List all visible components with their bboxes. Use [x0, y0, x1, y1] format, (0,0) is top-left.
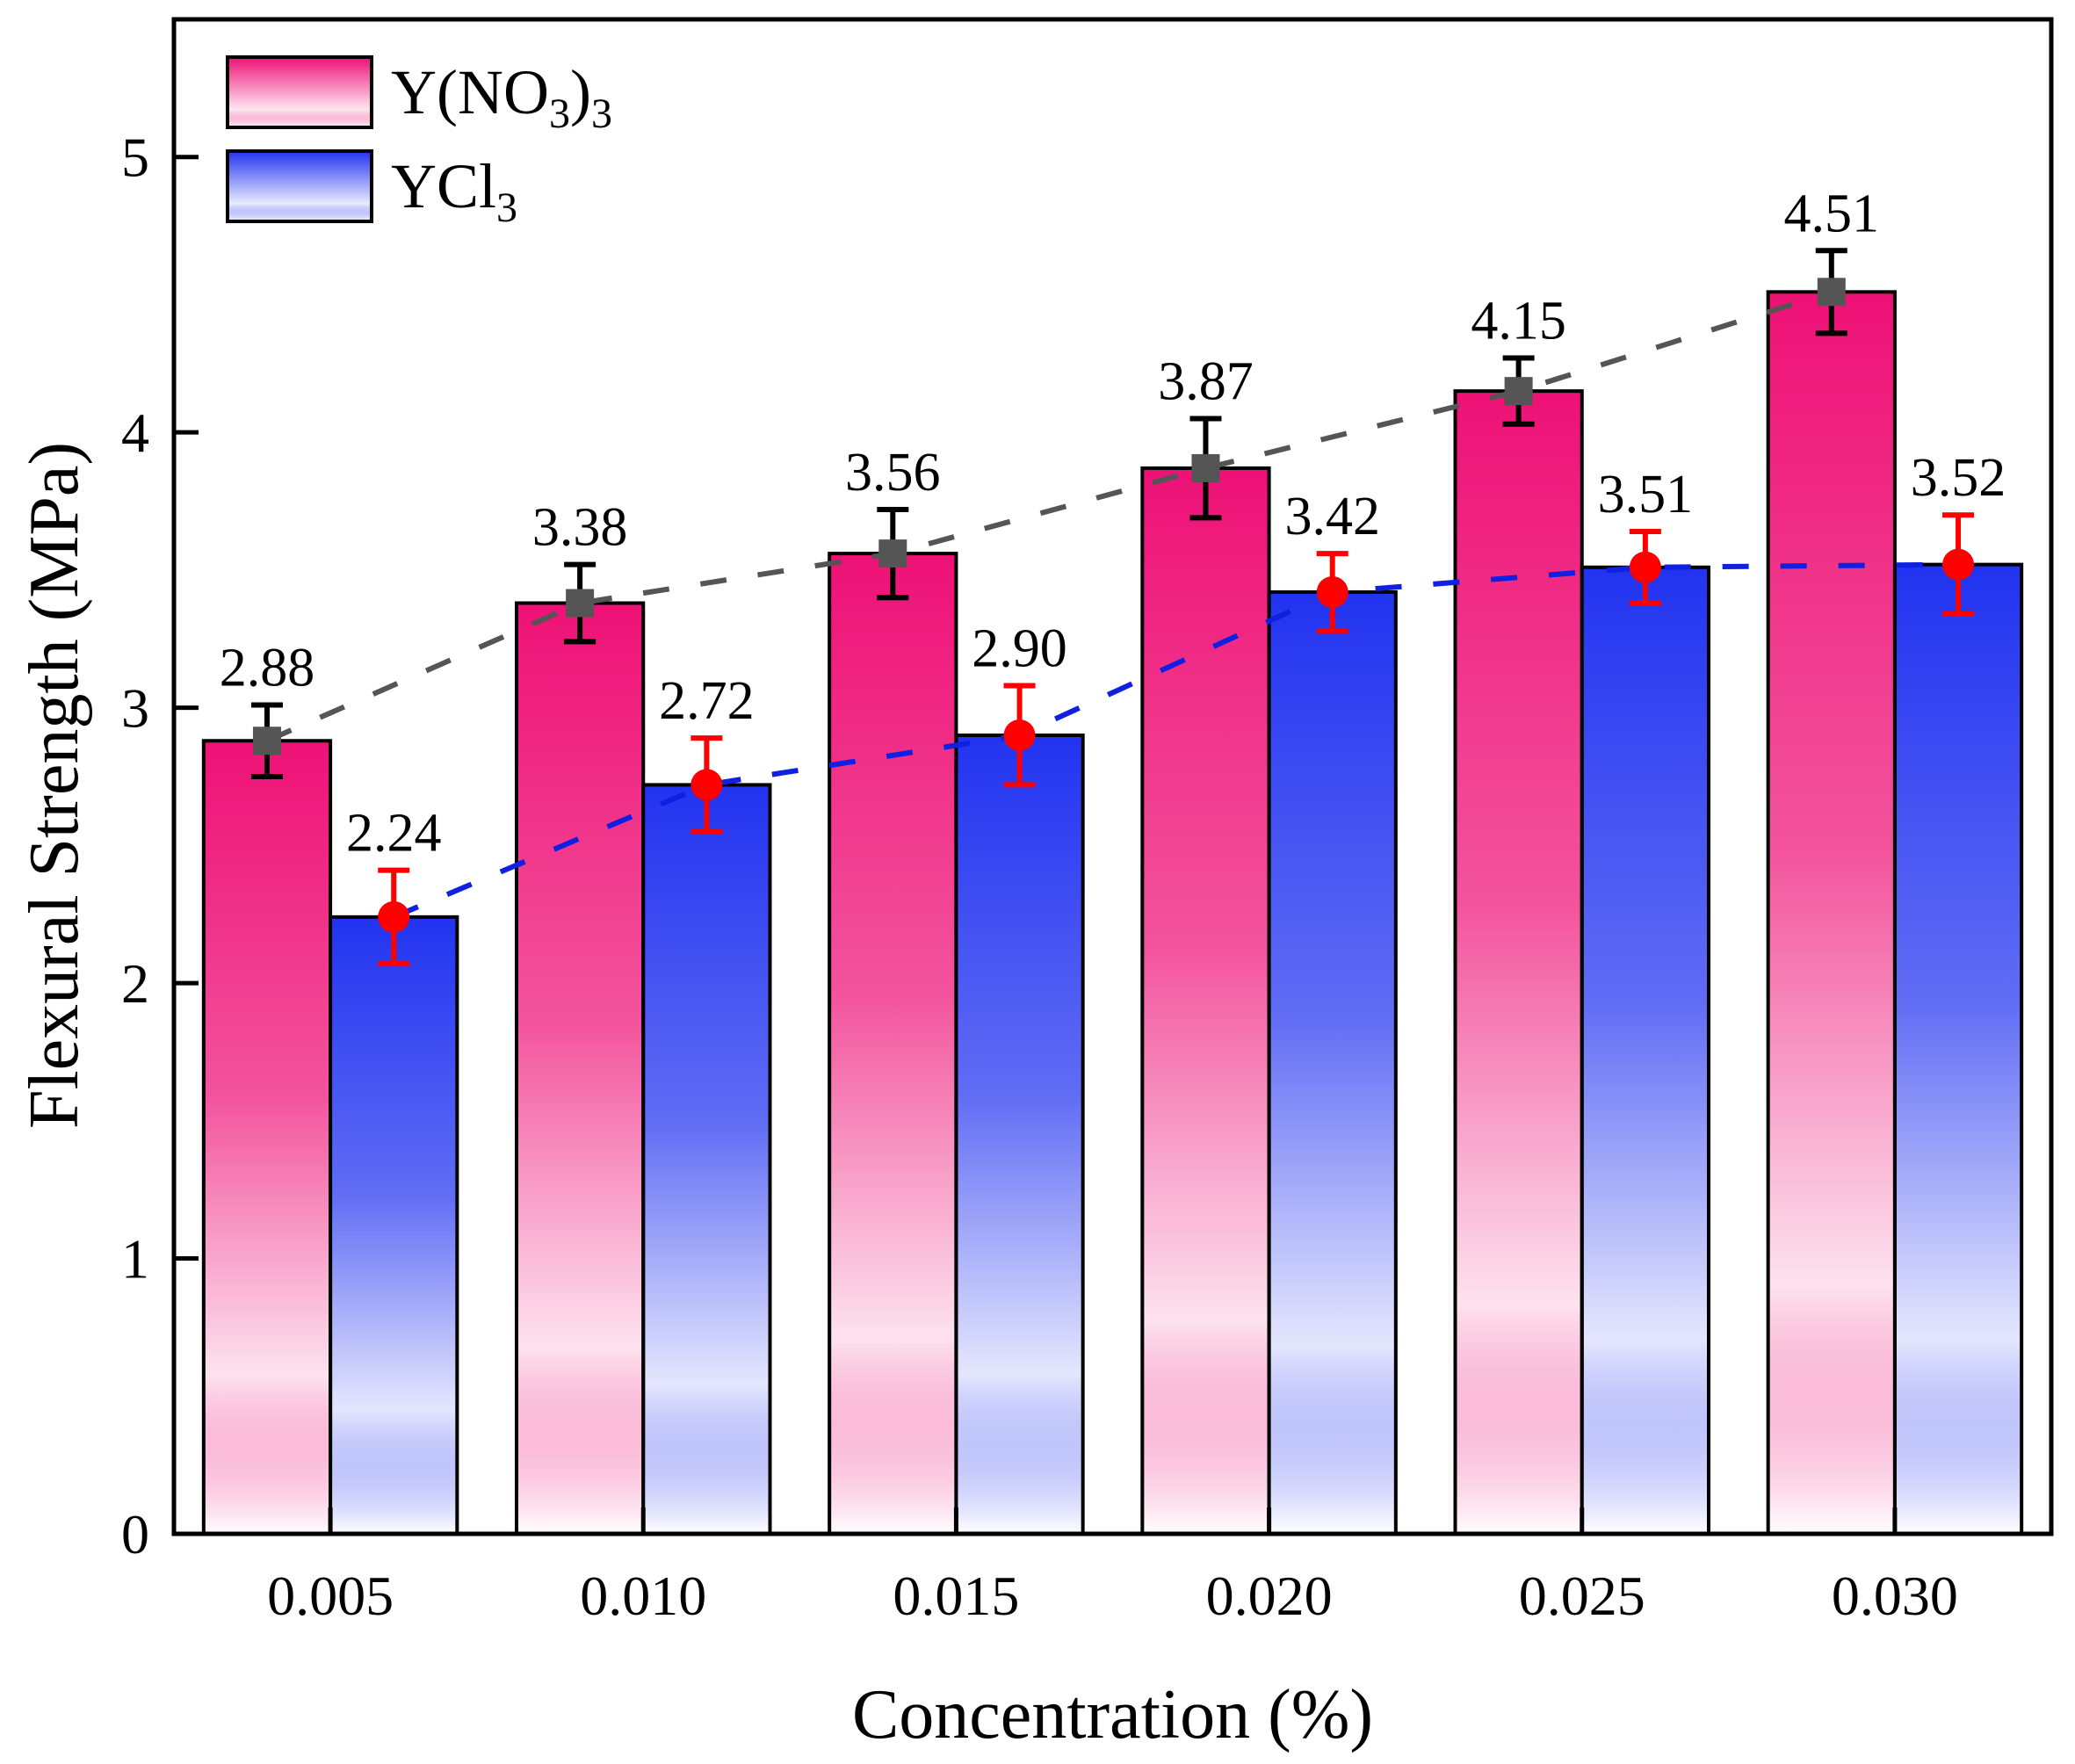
- data-label: 3.51: [1598, 465, 1694, 524]
- bars-layer: [201, 290, 2024, 1536]
- bar-ynitrate-0.020: [1140, 466, 1271, 1536]
- square-marker: [878, 539, 907, 568]
- bar-ycl3-0.030: [1892, 562, 2024, 1536]
- legend-item: Y(NO3)3: [226, 55, 612, 137]
- data-label: 2.24: [346, 804, 442, 864]
- y-axis: 0 1 2 3 4 5: [121, 127, 199, 1565]
- x-tick-label: 0.005: [267, 1565, 394, 1627]
- square-marker: [566, 589, 595, 618]
- square-marker: [252, 727, 281, 755]
- bar-ynitrate-0.025: [1453, 389, 1584, 1536]
- data-label: 3.56: [845, 443, 941, 502]
- x-tick-label: 0.015: [893, 1565, 1019, 1627]
- data-label: 3.42: [1284, 487, 1380, 546]
- trend-lines-layer: [265, 289, 1959, 920]
- bar-ycl3-0.025: [1580, 565, 1710, 1536]
- y-tick-label: 0: [121, 1503, 149, 1565]
- circle-marker: [1629, 551, 1661, 583]
- bar-ynitrate-0.015: [828, 552, 958, 1536]
- data-label: 3.38: [532, 498, 628, 558]
- bar-ynitrate-0.030: [1766, 290, 1897, 1536]
- x-tick-label: 0.020: [1206, 1565, 1333, 1627]
- circle-marker: [1003, 719, 1036, 751]
- legend-swatch: [226, 55, 373, 129]
- x-tick-label: 0.030: [1832, 1565, 1958, 1627]
- data-labels-layer: 2.88 3.38 3.56 3.87 4.15 4.51 2.24 2.72 2.90 3.42…: [220, 184, 2006, 863]
- legend-item: YCl3: [226, 149, 517, 231]
- error-bars-layer: [250, 248, 1975, 967]
- square-marker: [1191, 453, 1220, 482]
- bar-ynitrate-0.005: [201, 739, 333, 1536]
- circle-marker: [1316, 575, 1348, 608]
- bar-ycl3-0.005: [329, 915, 459, 1536]
- data-label: 3.52: [1911, 448, 2006, 508]
- legend-label: Y(NO3)3: [391, 57, 612, 137]
- x-tick-label: 0.010: [580, 1565, 706, 1627]
- y-tick-label: 5: [121, 127, 149, 189]
- data-label: 4.15: [1471, 292, 1566, 351]
- legend-swatch: [226, 149, 373, 223]
- circle-marker: [1942, 548, 1975, 581]
- y-tick-label: 2: [121, 952, 149, 1015]
- x-axis-title: Concentration (%): [852, 1676, 1373, 1753]
- y-tick-label: 1: [121, 1228, 149, 1290]
- square-marker: [1817, 278, 1846, 307]
- legend: Y(NO3)3 YCl3: [226, 55, 612, 231]
- y-tick-label: 4: [121, 401, 149, 464]
- trend-line-ycl3: [393, 561, 1959, 920]
- y-tick-label: 3: [121, 677, 149, 740]
- bar-ycl3-0.015: [954, 733, 1085, 1536]
- square-marker: [1504, 377, 1533, 406]
- data-label: 3.87: [1158, 352, 1254, 412]
- bar-ycl3-0.020: [1267, 589, 1398, 1536]
- bar-ynitrate-0.010: [515, 601, 646, 1536]
- data-label: 2.88: [220, 639, 315, 698]
- x-tick-label: 0.025: [1519, 1565, 1645, 1627]
- y-axis-title: Flexural Strength (MPa): [16, 442, 93, 1129]
- x-axis: 0.005 0.010 0.015 0.020 0.025 0.030: [267, 1507, 1958, 1627]
- bar-ycl3-0.010: [641, 783, 772, 1536]
- circle-marker: [378, 900, 410, 933]
- trend-line-ynitrate: [265, 289, 1833, 743]
- data-label: 2.72: [659, 671, 755, 731]
- markers-layer: [252, 278, 1975, 933]
- data-label: 4.51: [1784, 184, 1880, 243]
- circle-marker: [690, 769, 723, 801]
- data-label: 2.90: [972, 619, 1067, 679]
- plot-frame: [171, 17, 2054, 1536]
- legend-label: YCl3: [391, 151, 517, 231]
